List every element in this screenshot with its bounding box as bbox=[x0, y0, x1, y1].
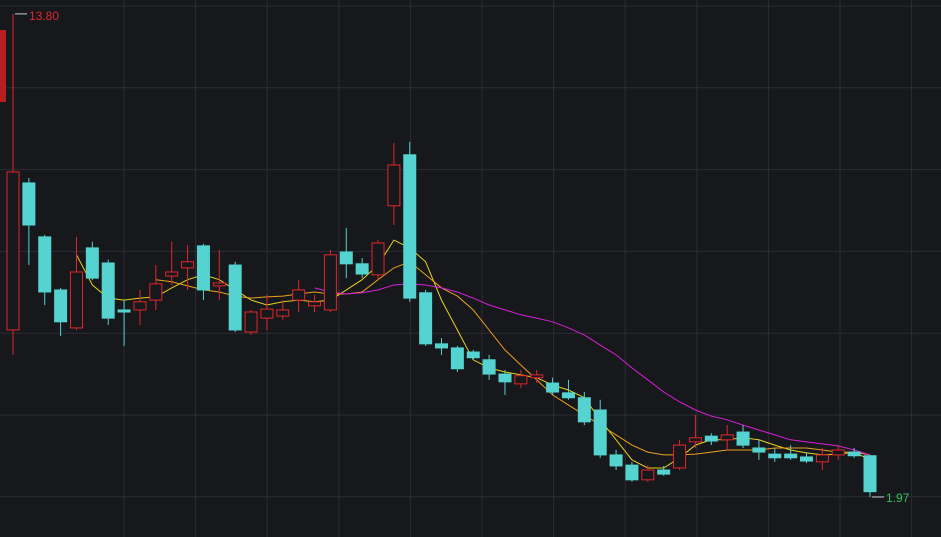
candle-body bbox=[371, 242, 385, 276]
candle-body bbox=[657, 469, 671, 475]
candle-body bbox=[593, 409, 607, 456]
candle-body bbox=[54, 289, 68, 323]
candle-body bbox=[815, 454, 829, 463]
candle-body bbox=[498, 373, 512, 383]
annotation-label: 13.80 bbox=[29, 9, 59, 23]
candle-body bbox=[228, 264, 242, 331]
candle-body bbox=[69, 271, 83, 329]
candle-body bbox=[85, 247, 99, 279]
candle-body bbox=[530, 374, 544, 379]
candle-body bbox=[736, 431, 750, 446]
candle-body bbox=[212, 282, 226, 287]
candle-body bbox=[276, 309, 290, 317]
candle-body bbox=[244, 311, 258, 333]
ma-line bbox=[155, 261, 871, 456]
candle-body bbox=[117, 309, 131, 313]
candle-body bbox=[577, 397, 591, 423]
candle-body bbox=[339, 251, 353, 265]
candle-body bbox=[149, 283, 163, 301]
candle-body bbox=[688, 437, 702, 443]
candle-body bbox=[355, 263, 369, 275]
candle-body bbox=[260, 308, 274, 319]
candle-body bbox=[847, 451, 861, 457]
side-tab bbox=[0, 30, 6, 102]
candle-body bbox=[704, 435, 718, 442]
candle-body bbox=[720, 434, 734, 441]
candle-body bbox=[196, 245, 210, 291]
candle-body bbox=[800, 456, 814, 462]
candle-body bbox=[546, 382, 560, 393]
candle-body bbox=[625, 464, 639, 481]
candle-body bbox=[165, 271, 179, 277]
candle-body bbox=[784, 453, 798, 459]
candle-body bbox=[831, 449, 845, 456]
candle-body bbox=[308, 301, 322, 307]
candle-body bbox=[181, 261, 195, 269]
candle-body bbox=[514, 375, 528, 385]
candle-body bbox=[292, 289, 306, 301]
candle-body bbox=[419, 292, 433, 345]
annotation-label: 1.97 bbox=[886, 491, 910, 505]
candle-body bbox=[403, 154, 417, 299]
candle-body bbox=[863, 455, 877, 493]
candle-body bbox=[387, 164, 401, 207]
candle-body bbox=[466, 351, 480, 359]
candle-body bbox=[323, 254, 337, 311]
candle-body bbox=[482, 359, 496, 375]
candle-body bbox=[673, 444, 687, 469]
candle-body bbox=[22, 182, 36, 226]
candle-body bbox=[561, 392, 575, 399]
candle-body bbox=[641, 469, 655, 481]
candle-body bbox=[450, 347, 464, 370]
candle-body bbox=[6, 171, 20, 331]
candle-body bbox=[768, 453, 782, 459]
candle-body bbox=[38, 236, 52, 293]
candle-body bbox=[101, 262, 115, 319]
candle-body bbox=[435, 343, 448, 349]
candle-body bbox=[752, 447, 766, 453]
candle-body bbox=[609, 454, 623, 467]
candle-body bbox=[133, 301, 147, 311]
